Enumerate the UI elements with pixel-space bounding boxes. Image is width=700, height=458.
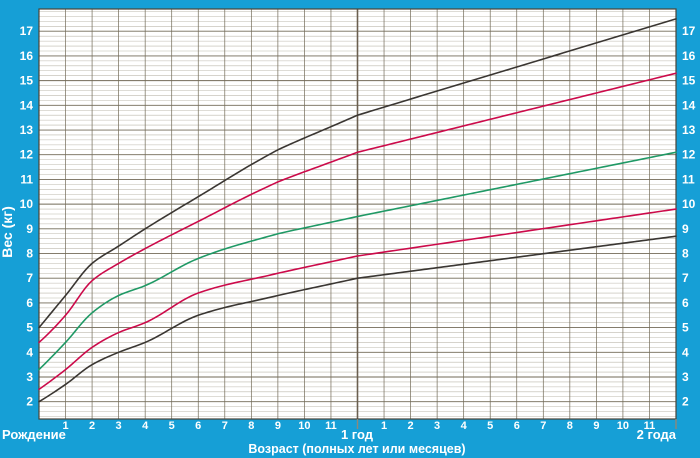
svg-text:12: 12 [20, 148, 34, 162]
svg-text:17: 17 [20, 24, 34, 38]
svg-text:8: 8 [26, 247, 33, 261]
svg-text:7: 7 [222, 420, 228, 432]
svg-text:5: 5 [169, 420, 175, 432]
svg-text:8: 8 [567, 420, 573, 432]
svg-text:Рождение: Рождение [2, 427, 66, 442]
svg-text:1 год: 1 год [341, 427, 374, 442]
svg-text:3: 3 [434, 420, 440, 432]
svg-text:7: 7 [540, 420, 546, 432]
svg-text:3: 3 [682, 370, 689, 384]
svg-text:Возраст (полных лет или месяце: Возраст (полных лет или месяцев) [248, 442, 465, 456]
svg-text:2: 2 [26, 395, 33, 409]
svg-text:10: 10 [298, 420, 310, 432]
svg-text:4: 4 [682, 345, 689, 359]
svg-text:6: 6 [195, 420, 201, 432]
svg-text:11: 11 [325, 420, 337, 432]
svg-text:2: 2 [682, 395, 689, 409]
svg-text:10: 10 [682, 197, 696, 211]
svg-text:15: 15 [20, 74, 34, 88]
svg-text:10: 10 [617, 420, 629, 432]
svg-text:12: 12 [682, 148, 696, 162]
svg-text:3: 3 [116, 420, 122, 432]
svg-text:5: 5 [682, 321, 689, 335]
svg-text:1: 1 [381, 420, 387, 432]
svg-text:Вес (кг): Вес (кг) [0, 206, 15, 258]
svg-text:13: 13 [20, 123, 34, 137]
svg-text:16: 16 [682, 49, 696, 63]
svg-text:2 года: 2 года [637, 427, 677, 442]
svg-text:4: 4 [142, 420, 149, 432]
svg-text:10: 10 [20, 197, 34, 211]
svg-text:15: 15 [682, 74, 696, 88]
svg-text:6: 6 [26, 296, 33, 310]
svg-text:6: 6 [514, 420, 520, 432]
svg-text:9: 9 [682, 222, 689, 236]
svg-text:9: 9 [26, 222, 33, 236]
svg-text:17: 17 [682, 24, 696, 38]
svg-text:5: 5 [487, 420, 493, 432]
svg-text:7: 7 [26, 271, 33, 285]
svg-text:5: 5 [26, 321, 33, 335]
svg-text:6: 6 [682, 296, 689, 310]
svg-text:7: 7 [682, 271, 689, 285]
svg-text:2: 2 [89, 420, 95, 432]
svg-text:3: 3 [26, 370, 33, 384]
svg-text:8: 8 [248, 420, 254, 432]
svg-text:11: 11 [20, 172, 33, 186]
svg-text:16: 16 [20, 49, 34, 63]
svg-text:2: 2 [408, 420, 414, 432]
svg-text:9: 9 [275, 420, 281, 432]
svg-text:14: 14 [682, 98, 696, 112]
svg-text:4: 4 [26, 345, 33, 359]
svg-text:9: 9 [593, 420, 599, 432]
svg-text:4: 4 [461, 420, 468, 432]
svg-text:13: 13 [682, 123, 696, 137]
svg-text:8: 8 [682, 247, 689, 261]
svg-text:11: 11 [682, 172, 695, 186]
svg-text:14: 14 [20, 98, 34, 112]
